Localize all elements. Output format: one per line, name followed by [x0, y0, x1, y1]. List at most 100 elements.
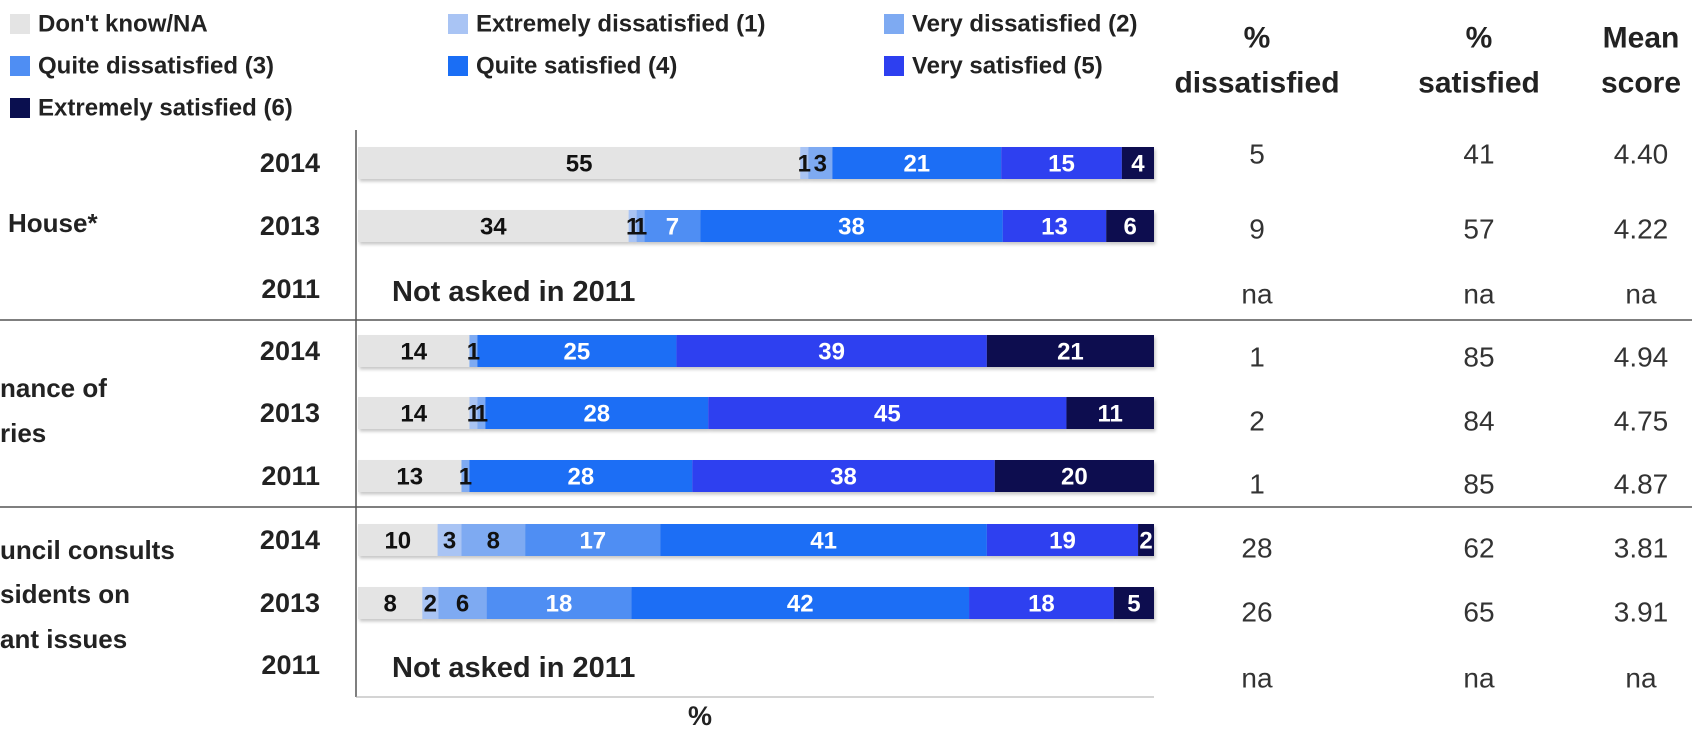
bar-label: 10 [384, 528, 411, 555]
bar-segment [358, 460, 462, 492]
legend: Don't know/NA Extremely dissatisfied (1) V… [10, 11, 1137, 122]
header-mean: score [1601, 67, 1681, 100]
bar-segment [1138, 524, 1154, 556]
pct-dissatisfied: 5 [1249, 139, 1265, 170]
bar-segment [800, 147, 809, 179]
bar-segment [477, 397, 486, 429]
bar-label: 2 [1139, 528, 1152, 555]
not-asked-note: Not asked in 2011 [392, 276, 635, 308]
bar-label: 28 [568, 464, 595, 491]
not-asked-note: Not asked in 2011 [392, 652, 635, 684]
bar-label: 21 [1057, 339, 1084, 366]
bar [358, 335, 1154, 367]
bar-label: 8 [383, 591, 396, 618]
bar-segment [994, 460, 1154, 492]
pct-dissatisfied: na [1241, 663, 1273, 694]
group-dividers [0, 319, 1692, 508]
bar-label: 13 [396, 464, 423, 491]
x-axis-label: % [688, 701, 712, 731]
bar-label: 6 [456, 591, 469, 618]
bar [358, 147, 1154, 179]
year-label: 2011 [261, 650, 320, 680]
bar [358, 587, 1154, 619]
pct-dissatisfied: na [1241, 279, 1273, 310]
bar-segment [986, 335, 1154, 367]
year-label: 2011 [261, 274, 320, 304]
bar-label: 41 [810, 528, 837, 555]
bar-segment [461, 460, 470, 492]
year-label: 2014 [260, 336, 320, 366]
year-label: 2011 [261, 461, 320, 491]
bar-label: 1 [459, 464, 472, 491]
legend-entry: Extremely satisfied (6) [10, 95, 293, 122]
bar-label: 38 [830, 464, 857, 491]
group-label: House* [8, 208, 98, 238]
bar-segment [660, 524, 987, 556]
mean-score: na [1625, 663, 1657, 694]
mean-score: 4.22 [1614, 214, 1669, 245]
group-label: nance of [0, 373, 107, 403]
bar-label: 55 [566, 151, 593, 178]
bar-segment [469, 460, 693, 492]
bar-segment [1066, 397, 1154, 429]
pct-dissatisfied: 1 [1249, 469, 1265, 500]
bar-label: 25 [564, 339, 591, 366]
bar-segment [1106, 210, 1154, 242]
bar-label: 20 [1061, 464, 1088, 491]
bar-segment [969, 587, 1114, 619]
mean-score: 4.87 [1614, 469, 1669, 500]
legend-swatch [448, 14, 468, 34]
legend-label: Extremely satisfied (6) [38, 95, 293, 122]
bar-segment [477, 335, 677, 367]
legend-entry: Very dissatisfied (2) [884, 11, 1137, 38]
bar-label: 42 [787, 591, 814, 618]
bar-label: 3 [814, 151, 827, 178]
legend-entry: Quite dissatisfied (3) [10, 53, 274, 80]
bar [358, 210, 1154, 242]
bar-label: 1 [467, 401, 480, 428]
group-label: ries [0, 418, 46, 448]
bar-segment [358, 397, 470, 429]
legend-entry: Very satisfied (5) [884, 53, 1103, 80]
group-label: sidents on [0, 579, 130, 609]
header-satisfied: % [1466, 22, 1493, 55]
bar-segment [358, 210, 629, 242]
mean-score: 3.81 [1614, 533, 1669, 564]
legend-swatch [10, 98, 30, 118]
pct-satisfied: 84 [1463, 406, 1494, 437]
bar-segment [628, 210, 637, 242]
pct-dissatisfied: 26 [1241, 597, 1272, 628]
bar-segment [631, 587, 970, 619]
bar-segment [676, 335, 987, 367]
pct-satisfied: 85 [1463, 469, 1494, 500]
legend-entry: Quite satisfied (4) [448, 53, 677, 80]
pct-satisfied: 41 [1463, 139, 1494, 170]
pct-satisfied: 62 [1463, 533, 1494, 564]
stat-columns: 5 41 4.40 9 57 4.22 na na na 1 85 4.94 2 84 4.75 1 85 4.8… [1241, 139, 1668, 694]
bar-label: 17 [579, 528, 606, 555]
bar-label: 15 [1048, 151, 1075, 178]
bar [358, 460, 1154, 492]
pct-dissatisfied: 2 [1249, 406, 1265, 437]
legend-label: Quite dissatisfied (3) [38, 53, 274, 80]
bar-segment [986, 524, 1139, 556]
groups: House* 2014 2013 2011 nance of ries 2014 2013 20… [0, 148, 320, 680]
legend-label: Very satisfied (5) [912, 53, 1103, 80]
bar-segment [461, 524, 526, 556]
bar-segment [832, 147, 1002, 179]
bar-label: 34 [480, 214, 507, 241]
pct-satisfied: 57 [1463, 214, 1494, 245]
bar-segment [708, 397, 1067, 429]
bar-label: 39 [818, 339, 845, 366]
pct-satisfied: na [1463, 663, 1495, 694]
legend-label: Very dissatisfied (2) [912, 11, 1137, 38]
mean-score: 3.91 [1614, 597, 1669, 628]
bar-segment [358, 524, 438, 556]
legend-swatch [10, 56, 30, 76]
bar-segment [358, 147, 801, 179]
bar-label: 8 [487, 528, 500, 555]
year-label: 2013 [260, 398, 320, 428]
bar-label: 21 [903, 151, 930, 178]
column-headers: % dissatisfied% satisfied Mean score [1174, 22, 1681, 100]
